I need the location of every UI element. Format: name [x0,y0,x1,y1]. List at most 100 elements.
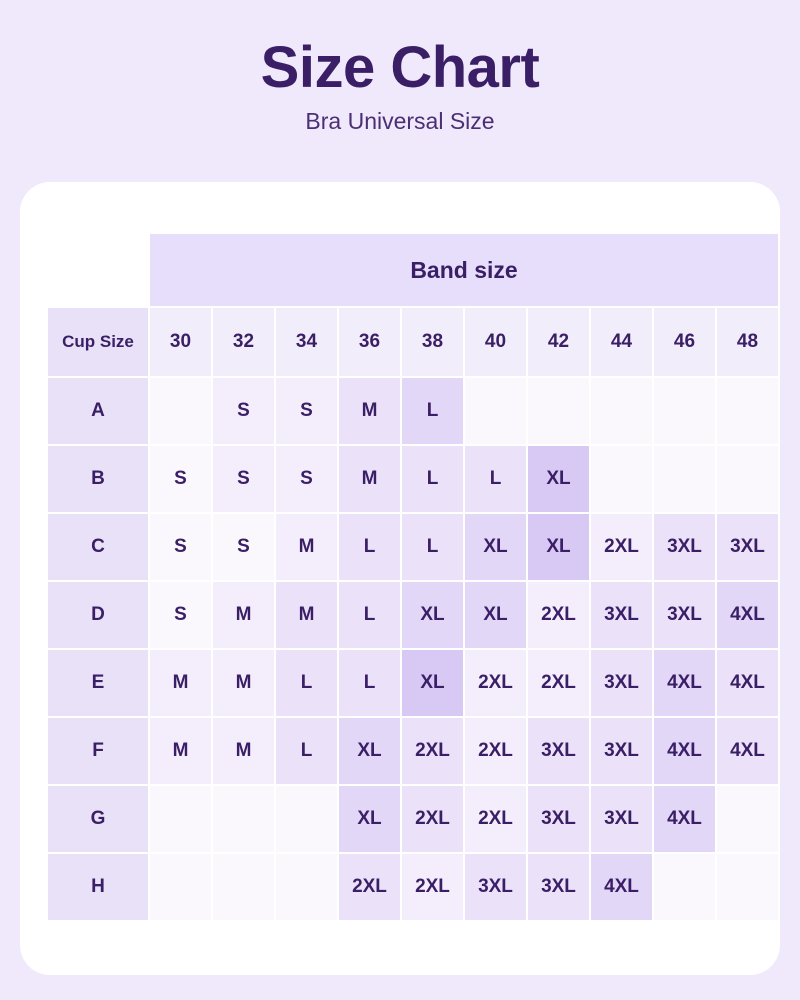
size-cell-C-30: S [150,514,211,580]
table-row: C S S M L L XL XL 2XL 3XL 3XL [48,514,778,580]
size-cell-H-38: 2XL [402,854,463,920]
size-cell-G-38: 2XL [402,786,463,852]
size-table: Band size Cup Size 30 32 34 36 38 40 42 44 46 48 … [46,232,780,922]
size-cell-B-44 [591,446,652,512]
band-size-header-42: 42 [528,308,589,376]
table-corner-blank [48,234,148,306]
table-row: H 2XL 2XL 3XL 3XL 4XL [48,854,778,920]
band-size-header-46: 46 [654,308,715,376]
cup-size-cell-D: D [48,582,148,648]
table-row: B S S S M L L XL [48,446,778,512]
size-cell-E-32: M [213,650,274,716]
size-cell-F-34: L [276,718,337,784]
size-cell-B-48 [717,446,778,512]
cup-size-cell-H: H [48,854,148,920]
size-cell-E-44: 3XL [591,650,652,716]
size-cell-H-48 [717,854,778,920]
cup-size-header: Cup Size [48,308,148,376]
size-cell-B-38: L [402,446,463,512]
size-cell-A-40 [465,378,526,444]
size-cell-E-36: L [339,650,400,716]
cup-size-cell-C: C [48,514,148,580]
size-cell-D-38: XL [402,582,463,648]
size-cell-E-46: 4XL [654,650,715,716]
size-cell-E-42: 2XL [528,650,589,716]
size-cell-G-40: 2XL [465,786,526,852]
size-cell-B-34: S [276,446,337,512]
table-body: A S S M L B S S S M L L XL C S S M L L XL XL 2XL 3XL 3XL D S M M L XL… [48,378,778,920]
size-cell-H-32 [213,854,274,920]
size-cell-G-44: 3XL [591,786,652,852]
size-cell-E-40: 2XL [465,650,526,716]
size-cell-H-42: 3XL [528,854,589,920]
size-cell-G-34 [276,786,337,852]
size-cell-D-40: XL [465,582,526,648]
page-title: Size Chart [260,35,540,100]
table-row: F M M L XL 2XL 2XL 3XL 3XL 4XL 4XL [48,718,778,784]
size-cell-G-32 [213,786,274,852]
band-size-header-48: 48 [717,308,778,376]
band-size-header-38: 38 [402,308,463,376]
size-cell-B-32: S [213,446,274,512]
band-size-header-32: 32 [213,308,274,376]
size-cell-E-38: XL [402,650,463,716]
page-header: Size Chart Bra Universal Size [0,0,800,134]
size-cell-F-42: 3XL [528,718,589,784]
size-cell-H-40: 3XL [465,854,526,920]
band-size-header-34: 34 [276,308,337,376]
size-cell-G-48 [717,786,778,852]
table-head: Band size Cup Size 30 32 34 36 38 40 42 44 46 48 [48,234,778,376]
band-size-banner: Band size [150,234,778,306]
table-row: E M M L L XL 2XL 2XL 3XL 4XL 4XL [48,650,778,716]
size-table-container: Band size Cup Size 30 32 34 36 38 40 42 44 46 48 … [46,232,780,922]
band-size-header-36: 36 [339,308,400,376]
size-cell-G-42: 3XL [528,786,589,852]
cup-size-cell-F: F [48,718,148,784]
size-cell-H-36: 2XL [339,854,400,920]
size-cell-D-48: 4XL [717,582,778,648]
size-cell-B-46 [654,446,715,512]
size-cell-C-42: XL [528,514,589,580]
size-cell-F-44: 3XL [591,718,652,784]
size-chart-card: Band size Cup Size 30 32 34 36 38 40 42 44 46 48 … [20,182,780,975]
size-cell-C-34: M [276,514,337,580]
size-cell-C-32: S [213,514,274,580]
size-cell-F-30: M [150,718,211,784]
size-cell-D-34: M [276,582,337,648]
size-cell-D-36: L [339,582,400,648]
size-cell-E-30: M [150,650,211,716]
cup-size-cell-E: E [48,650,148,716]
size-cell-F-38: 2XL [402,718,463,784]
size-cell-F-40: 2XL [465,718,526,784]
size-cell-B-36: M [339,446,400,512]
band-banner-row: Band size [48,234,778,306]
size-cell-B-40: L [465,446,526,512]
size-cell-A-32: S [213,378,274,444]
size-cell-F-46: 4XL [654,718,715,784]
size-cell-F-48: 4XL [717,718,778,784]
size-cell-C-40: XL [465,514,526,580]
size-cell-A-44 [591,378,652,444]
table-row: D S M M L XL XL 2XL 3XL 3XL 4XL [48,582,778,648]
size-cell-H-44: 4XL [591,854,652,920]
size-cell-A-42 [528,378,589,444]
cup-size-cell-A: A [48,378,148,444]
size-cell-C-36: L [339,514,400,580]
size-cell-A-46 [654,378,715,444]
size-cell-C-44: 2XL [591,514,652,580]
band-size-header-40: 40 [465,308,526,376]
table-row: G XL 2XL 2XL 3XL 3XL 4XL [48,786,778,852]
size-cell-G-30 [150,786,211,852]
size-cell-C-38: L [402,514,463,580]
size-cell-E-34: L [276,650,337,716]
size-cell-G-36: XL [339,786,400,852]
size-cell-D-46: 3XL [654,582,715,648]
size-cell-A-36: M [339,378,400,444]
cup-size-cell-B: B [48,446,148,512]
size-cell-H-34 [276,854,337,920]
size-cell-D-44: 3XL [591,582,652,648]
size-cell-F-32: M [213,718,274,784]
size-cell-G-46: 4XL [654,786,715,852]
